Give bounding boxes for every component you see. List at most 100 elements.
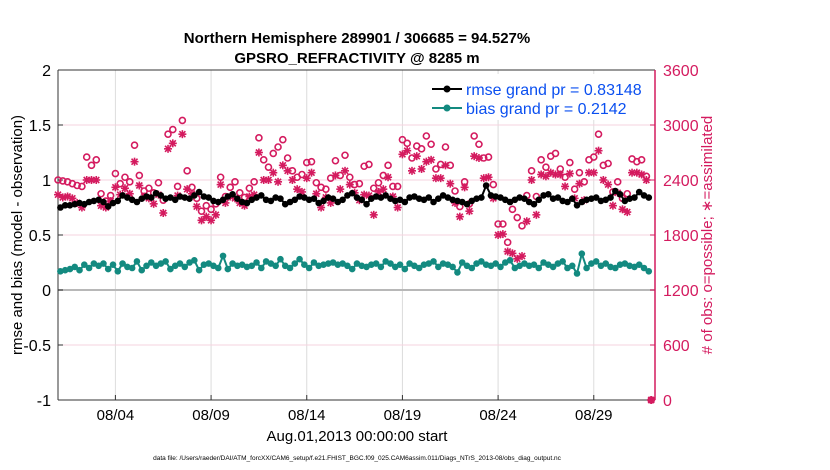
asterisk-stroke <box>623 208 631 216</box>
bias-point <box>573 270 581 277</box>
assimilated-obs-point <box>384 173 393 182</box>
possible-obs-point <box>422 132 431 140</box>
bias-point <box>535 264 543 272</box>
assimilated-obs-point <box>120 184 129 193</box>
asterisk-stroke <box>604 181 612 189</box>
assimilated-obs-point <box>427 155 436 164</box>
possible-obs-point <box>570 185 579 193</box>
possible-obs-point <box>259 156 268 164</box>
asterisk-stroke <box>456 213 464 221</box>
assimilated-obs-point <box>331 171 340 180</box>
rmse-point <box>291 196 299 204</box>
bias-point <box>81 261 88 269</box>
bias-point <box>258 264 265 272</box>
bias-point <box>167 265 174 273</box>
legend-rmse-label: rmse grand pr = 0.83148 <box>466 82 642 99</box>
bias-point <box>71 263 79 271</box>
bias-point <box>401 265 409 273</box>
bias-point <box>497 263 504 271</box>
y-axis-label-left: rmse and bias (model - observation) <box>9 115 26 355</box>
rmse-point <box>234 195 241 202</box>
assimilated-obs-point <box>164 144 173 153</box>
y-tick-label-left: -1 <box>37 393 51 410</box>
possible-obs-point <box>283 154 292 162</box>
bias-point <box>310 259 318 266</box>
assimilated-obs-point <box>522 217 531 226</box>
assimilated-obs-point <box>254 148 263 157</box>
possible-obs-point <box>135 171 144 180</box>
asterisk-stroke <box>121 184 129 192</box>
asterisk-stroke <box>528 176 536 184</box>
assimilated-obs-point <box>446 179 455 188</box>
bias-point <box>277 255 284 263</box>
assimilated-obs-point <box>484 173 493 182</box>
bias-point <box>430 258 437 265</box>
possible-obs-point <box>475 140 483 149</box>
possible-obs-point <box>130 141 139 149</box>
rmse-point <box>339 196 346 204</box>
bias-point <box>296 255 303 263</box>
asterisk-stroke <box>427 156 435 164</box>
possible-obs-point <box>125 178 134 186</box>
rmse-point <box>219 196 227 204</box>
assimilated-obs-point <box>498 230 507 239</box>
bias-point <box>85 264 93 272</box>
assimilated-obs-point <box>336 185 345 194</box>
rmse-point <box>592 194 600 201</box>
rmse-point <box>320 197 327 205</box>
asterisk-stroke <box>264 176 273 184</box>
bias-point <box>305 264 313 272</box>
bias-point <box>344 262 351 270</box>
y-tick-label-left: 1 <box>42 173 51 190</box>
bias-point <box>181 263 189 271</box>
asterisk-stroke <box>183 185 191 193</box>
possible-obs-point <box>613 178 622 186</box>
asterisk-stroke <box>54 191 62 199</box>
rmse-point <box>157 192 165 199</box>
asterisk-stroke <box>365 192 373 200</box>
rmse-point <box>463 200 471 208</box>
assimilated-obs-point <box>436 174 445 183</box>
possible-obs-point <box>484 153 493 161</box>
rmse-point <box>61 202 69 209</box>
assimilated-obs-point <box>341 166 350 175</box>
y-tick-label-right: 2400 <box>663 173 699 190</box>
bias-point <box>176 260 184 267</box>
possible-obs-point <box>216 173 225 182</box>
possible-obs-point <box>111 169 120 178</box>
bias-point <box>109 261 117 269</box>
legend-bias-marker <box>443 104 451 112</box>
assimilated-obs-point <box>178 130 187 139</box>
bias-point <box>114 268 122 275</box>
asterisk-stroke <box>336 185 344 193</box>
rmse-point <box>645 194 653 201</box>
y-tick-label-left: 2 <box>42 63 51 80</box>
assimilated-obs-point <box>345 180 354 189</box>
legend-bias-label: bias grand pr = 0.2142 <box>466 101 627 118</box>
bias-point <box>100 260 107 267</box>
data-file-footer: data file: /Users/raeder/DAI/ATM_forcXX/… <box>153 455 562 462</box>
possible-obs-point <box>145 184 153 193</box>
rmse-point <box>100 198 107 206</box>
assimilated-obs-point <box>637 170 646 179</box>
asterisk-stroke <box>212 211 220 219</box>
assimilated-obs-point <box>130 157 139 166</box>
rmse-point <box>310 195 318 202</box>
possible-obs-point <box>551 149 560 158</box>
bias-point <box>147 259 155 266</box>
possible-obs-point <box>355 179 364 188</box>
possible-obs-point <box>374 178 383 187</box>
x-tick-label: 08/24 <box>479 407 517 424</box>
possible-obs-point <box>164 130 172 138</box>
rmse-point <box>348 189 356 197</box>
rmse-point <box>573 202 581 209</box>
bias-point <box>162 258 169 265</box>
assimilated-obs-point <box>412 152 421 161</box>
asterisk-stroke <box>556 170 564 179</box>
bias-point <box>396 261 404 269</box>
x-tick-label: 08/04 <box>97 407 135 424</box>
possible-obs-point <box>54 176 62 184</box>
assimilated-obs-point <box>111 183 120 192</box>
asterisk-stroke <box>446 180 454 188</box>
